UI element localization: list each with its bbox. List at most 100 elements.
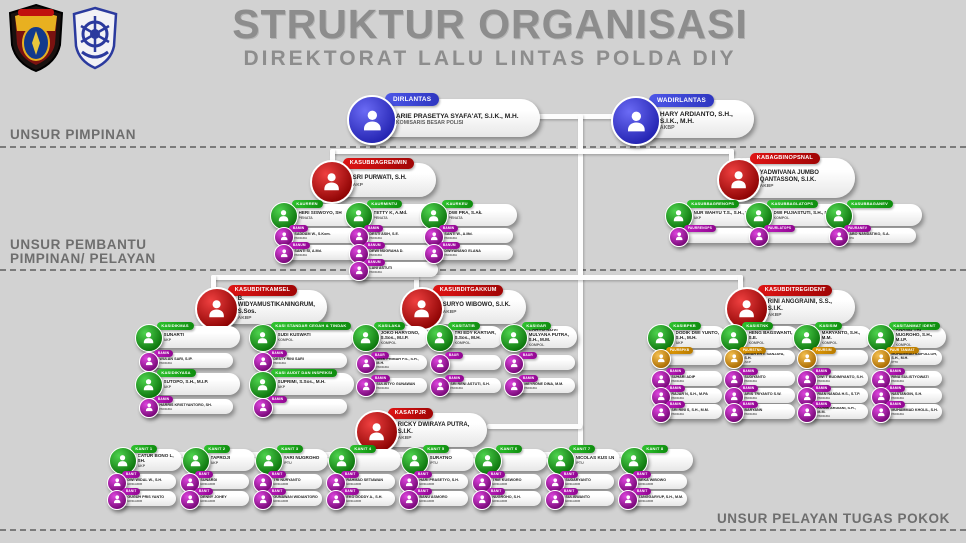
person-rank: AKP [210, 461, 219, 466]
person-name: ANIK PRIMAH P.S., S.H., M.H. [376, 357, 419, 366]
person-icon [730, 392, 738, 401]
person-name: RICKY DWIRAYA PUTRA, S.I.K. [397, 422, 470, 435]
node-text: SRI PURWATI, S.H. AKP [353, 168, 428, 196]
node-text: EKO DODDY A., S.H. BRIGADIR [346, 494, 391, 505]
person-rank: BRIGADIR [419, 499, 435, 504]
person-icon [332, 495, 340, 504]
node-text: TRI EDY KARTIAR, S.Sos., M.H. KOMPOL [455, 329, 498, 347]
person-rank: PENATA [298, 216, 313, 221]
person-rank: IPTU [575, 461, 584, 466]
person-icon [332, 478, 340, 487]
label-unsur-pimpinan: UNSUR PIMPINAN [10, 127, 137, 142]
node-card [806, 326, 872, 348]
node-card [433, 228, 513, 243]
connector-line [211, 275, 216, 293]
person-badge [611, 96, 661, 146]
person-icon [355, 249, 363, 258]
person-badge [326, 489, 346, 510]
node-text: TETTY K, A.Md. PENATA [374, 207, 437, 225]
person-name: SUDI KUSWATI [277, 332, 311, 338]
node-text: NUGROHO, S.H. BRIGADIR [492, 494, 537, 505]
node-title-pill: BANIT [267, 471, 287, 478]
node-text: TRIE KUSWORO BRIGADIR [492, 477, 537, 488]
node-title-pill: KANIT 2 [203, 445, 231, 454]
node-card [365, 326, 429, 348]
person-icon [876, 332, 886, 344]
person-icon [361, 332, 371, 344]
person-icon [483, 455, 493, 467]
node-card [365, 355, 427, 370]
person-rank: BRIGADIR [200, 499, 216, 504]
person-badge [401, 447, 429, 475]
person-badge [547, 447, 575, 475]
org-node-kanit-6: KANIT 6 [474, 445, 547, 475]
person-name: MARYANTO, S.H., M.M. [821, 329, 861, 340]
person-badge [249, 324, 277, 352]
node-card [122, 449, 182, 471]
node-card [262, 353, 347, 368]
org-node-banit-1b: BANIT GUGUH PRIS YANTO BRIGADIR [107, 488, 176, 510]
node-card [513, 355, 575, 370]
node-title-pill: BANIT [413, 471, 433, 478]
node-title-pill: KANIT 4 [349, 445, 377, 454]
person-name: HARI PRASETYO, S.H. [419, 478, 459, 483]
node-title-pill: PAURBPKB [665, 347, 694, 354]
person-rank: BRIGADIR [273, 499, 289, 504]
node-card [880, 371, 942, 386]
node-title-pill: KANIT 6 [495, 445, 523, 454]
label-unsur-pembantu-line1: UNSUR PEMBANTU [10, 237, 147, 252]
person-icon [259, 357, 267, 366]
person-badge [253, 397, 273, 418]
person-badge [356, 376, 376, 397]
org-node-bamin-renmin-7: BANUM DWIYANANG ELANA PENGDA [424, 242, 513, 264]
node-title-pill: BAMIN [267, 396, 288, 403]
node-text: ANANG TRI NUGROHO, S.H., M.I.P. KOMPOL [896, 329, 941, 347]
person-badge [399, 489, 419, 510]
node-text [273, 402, 343, 413]
org-node-paurtanmat: PAUR TANMAT MUHAMMAD SAIFULLOH, S.H., M.H… [871, 347, 942, 369]
person-name: SANTI SI, A.Md. [294, 249, 322, 254]
node-card [262, 399, 347, 414]
person-icon [405, 478, 413, 487]
node-title-pill: KASIDIKMAS [156, 322, 194, 331]
org-node-kabagbinopsnal: KABAGBINOPSNAL YADWIVANA JUMBO QANTASSON,… [717, 153, 855, 202]
person-badge [310, 160, 354, 204]
person-rank: KOMPOL [748, 340, 765, 345]
node-card [733, 371, 795, 386]
node-card [358, 262, 438, 277]
node-card [633, 449, 693, 471]
person-badge [749, 226, 769, 247]
person-rank: PENGDA [450, 386, 464, 391]
person-icon [279, 210, 289, 222]
person-rank: KOMPOL [895, 343, 912, 347]
node-card [283, 228, 363, 243]
connector-line [330, 149, 335, 167]
person-name: CAHYO NOVI MULYANA PUTRA, S.H., M.M. [528, 329, 569, 343]
node-card [433, 204, 517, 226]
node-text: BANU ASMORO BRIGADIR [419, 494, 464, 505]
node-title-pill: BAMIN [288, 225, 309, 232]
person-rank: AKBP [659, 124, 675, 131]
person-badge [356, 353, 376, 374]
node-card [554, 491, 614, 506]
org-node-banit-1a: BANIT DWI WIDAL W., S.H. BRIGADIR [107, 471, 176, 493]
person-icon [405, 495, 413, 504]
node-title-pill: BANIT [632, 471, 652, 478]
connector-line [738, 275, 743, 293]
node-text: MARYANTO, S.H., M.M. KOMPOL [822, 329, 867, 347]
node-card [554, 474, 614, 489]
node-text: SADDAM W., S.Kom. PENGDA [294, 231, 359, 242]
person-badge [180, 489, 200, 510]
node-title-pill: BANIT [267, 488, 287, 495]
person-icon [803, 375, 811, 384]
person-badge [424, 243, 444, 264]
label-unsur-pembantu-line2: PIMPINAN/ PELAYAN [10, 251, 156, 267]
node-title-pill: BANIT [559, 471, 579, 478]
person-rank: AKBP [759, 184, 774, 190]
org-node-kasibpkb: KASIBPKB DODIK DWI YUNTO, S.H., M.H. AKP [647, 322, 726, 352]
person-badge [349, 260, 369, 281]
node-title-pill: KANIT 3 [276, 445, 304, 454]
person-rank: BRIGADIR [346, 499, 362, 504]
node-text: NICOLAS KUS I.N IPTU [576, 452, 615, 470]
node-title-pill: KASUBBAGRENOPS [686, 200, 739, 209]
